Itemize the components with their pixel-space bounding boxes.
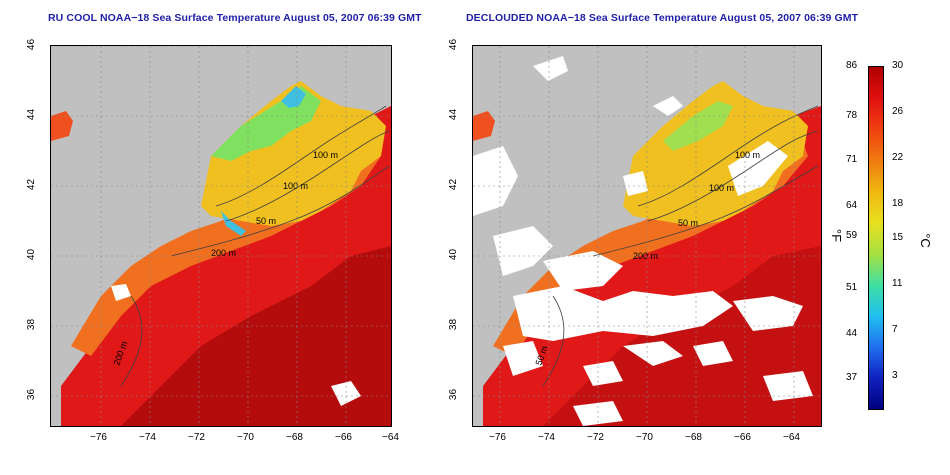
cloud-mask bbox=[473, 56, 813, 426]
sst-map-right-svg: 100 m 100 m 50 m 200 m 50 m bbox=[473, 46, 821, 426]
contour-label: 200 m bbox=[211, 248, 236, 258]
latitude-tick-label: 42 bbox=[448, 178, 460, 191]
latitude-tick-label: 46 bbox=[448, 38, 460, 51]
fahrenheit-tick-label: 44 bbox=[846, 328, 858, 339]
sst-map-left: 100 m 100 m 50 m 200 m 200 m bbox=[50, 45, 392, 427]
sst-map-right: 100 m 100 m 50 m 200 m 50 m bbox=[472, 45, 822, 427]
fahrenheit-unit-label: °F bbox=[829, 228, 845, 243]
celsius-tick-label: 7 bbox=[892, 324, 898, 335]
land-southwest bbox=[51, 346, 61, 426]
map-grid bbox=[51, 46, 391, 426]
warm-patch-northwest bbox=[473, 111, 495, 141]
fahrenheit-tick-label: 71 bbox=[846, 154, 858, 165]
latitude-tick-label: 40 bbox=[26, 248, 38, 261]
latitude-tick-label: 46 bbox=[26, 38, 38, 51]
temperature-colorbar bbox=[868, 66, 884, 410]
bathymetry-contours bbox=[120, 105, 390, 387]
land-southwest bbox=[473, 346, 483, 426]
longitude-tick-label: −68 bbox=[685, 432, 702, 443]
land-northwest bbox=[473, 46, 821, 346]
gulf-of-maine-cool bbox=[623, 81, 808, 226]
latitude-tick-label: 36 bbox=[26, 388, 38, 401]
map-grid bbox=[473, 46, 821, 426]
left-map-title: RU COOL NOAA−18 Sea Surface Temperature … bbox=[48, 12, 422, 24]
colder-water-patch bbox=[281, 86, 306, 108]
fahrenheit-tick-label: 59 bbox=[846, 230, 858, 241]
celsius-tick-label: 22 bbox=[892, 152, 904, 163]
latitude-tick-label: 38 bbox=[26, 318, 38, 331]
longitude-tick-label: −66 bbox=[734, 432, 751, 443]
contour-label: 100 m bbox=[283, 181, 308, 191]
longitude-tick-label: −64 bbox=[783, 432, 800, 443]
cold-water-patch bbox=[663, 101, 733, 151]
longitude-tick-label: −70 bbox=[636, 432, 653, 443]
celsius-tick-label: 18 bbox=[892, 198, 904, 209]
longitude-tick-label: −74 bbox=[538, 432, 555, 443]
contour-label: 50 m bbox=[256, 216, 276, 226]
longitude-tick-label: −72 bbox=[188, 432, 205, 443]
coastal-cold-strip bbox=[221, 211, 246, 236]
fahrenheit-tick-label: 51 bbox=[846, 282, 858, 293]
gulf-of-maine-cool bbox=[201, 81, 386, 226]
longitude-tick-label: −76 bbox=[90, 432, 107, 443]
celsius-tick-label: 30 bbox=[892, 60, 904, 71]
contour-label: 100 m bbox=[709, 183, 734, 193]
contour-label: 100 m bbox=[313, 150, 338, 160]
celsius-unit-label: °C bbox=[917, 233, 933, 248]
contour-label: 200 m bbox=[633, 251, 658, 261]
celsius-tick-label: 11 bbox=[892, 278, 903, 289]
cloud-speck bbox=[111, 284, 361, 406]
latitude-tick-label: 36 bbox=[448, 388, 460, 401]
longitude-tick-label: −64 bbox=[382, 432, 399, 443]
fahrenheit-tick-label: 78 bbox=[846, 110, 858, 121]
fahrenheit-tick-label: 64 bbox=[846, 200, 858, 211]
longitude-tick-label: −70 bbox=[237, 432, 254, 443]
celsius-tick-label: 3 bbox=[892, 370, 898, 381]
land-northwest bbox=[51, 46, 391, 346]
latitude-tick-label: 38 bbox=[448, 318, 460, 331]
latitude-tick-label: 44 bbox=[26, 108, 38, 121]
warm-patch-northwest bbox=[51, 111, 73, 141]
longitude-tick-label: −66 bbox=[335, 432, 352, 443]
right-map-title: DECLOUDED NOAA−18 Sea Surface Temperatur… bbox=[466, 12, 859, 24]
sst-map-left-svg: 100 m 100 m 50 m 200 m 200 m bbox=[51, 46, 391, 426]
contour-label: 100 m bbox=[735, 150, 760, 160]
longitude-tick-label: −72 bbox=[587, 432, 604, 443]
celsius-tick-label: 15 bbox=[892, 232, 904, 243]
latitude-tick-label: 42 bbox=[26, 178, 38, 191]
longitude-tick-label: −68 bbox=[286, 432, 303, 443]
contour-label: 50 m bbox=[678, 218, 698, 228]
longitude-tick-label: −76 bbox=[489, 432, 506, 443]
fahrenheit-tick-label: 86 bbox=[846, 60, 858, 71]
longitude-tick-label: −74 bbox=[139, 432, 156, 443]
celsius-tick-label: 26 bbox=[892, 106, 904, 117]
latitude-tick-label: 44 bbox=[448, 108, 460, 121]
fahrenheit-tick-label: 37 bbox=[846, 372, 858, 383]
latitude-tick-label: 40 bbox=[448, 248, 460, 261]
ocean-deep-warm-region bbox=[121, 246, 391, 426]
